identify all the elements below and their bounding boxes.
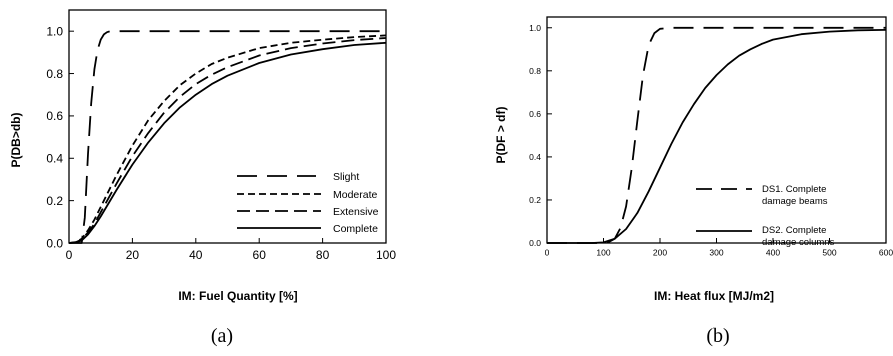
a-y-tick-label: 1.0: [46, 25, 63, 39]
b-x-tick-label: 300: [709, 248, 723, 258]
panel-label-a: (a): [211, 325, 233, 347]
a-series-line-0: [69, 30, 386, 244]
a-x-tick-label: 60: [253, 248, 267, 262]
a-series-line-2: [68, 37, 387, 244]
b-x-tick-label: 0: [545, 248, 550, 258]
a-y-tick-label: 0.6: [46, 109, 63, 123]
b-series-line-1: [547, 29, 887, 244]
legend-label-slight: Slight: [333, 171, 359, 183]
a-x-tick-label: 100: [376, 248, 396, 262]
b-y-tick-label: 1.0: [529, 23, 541, 33]
a-series-line-3: [68, 41, 387, 244]
b-x-tick-label: 500: [822, 248, 836, 258]
b-x-tick-label: 600: [879, 248, 893, 258]
x-axis-label-b: IM: Heat flux [MJ/m2]: [654, 289, 774, 303]
x-axis-label-a: IM: Fuel Quantity [%]: [178, 289, 297, 303]
a-series-line-1: [68, 34, 387, 244]
b-x-tick-label: 400: [766, 248, 780, 258]
b-y-tick-label: 0.2: [529, 195, 541, 205]
y-axis-label-b: P(DF > df): [494, 107, 508, 164]
a-x-tick-label: 80: [316, 248, 330, 262]
panel-a: (a) IM: Fuel Quantity [%] P(DB>db) 0 20 40…: [9, 9, 396, 347]
a-y-tick-label: 0.2: [46, 194, 63, 208]
b-y-tick-label: 0.0: [529, 238, 541, 248]
a-x-tick-label: 0: [66, 248, 73, 262]
legend-label-complete: Complete: [333, 223, 378, 235]
y-axis-label-a: P(DB>db): [9, 113, 23, 168]
b-plot-frame: [546, 16, 887, 244]
panel-label-b: (b): [706, 325, 729, 347]
legend-label-ds2-line2: damage columns: [762, 237, 835, 248]
b-series-line-0: [547, 26, 886, 244]
b-x-tick-label: 200: [653, 248, 667, 258]
legend-b: DS1. Complete damage beams DS2. Complete…: [696, 184, 835, 248]
legend-label-ds1-line1: DS1. Complete: [762, 184, 826, 195]
a-y-tick-label: 0.4: [46, 152, 63, 166]
a-x-tick-label: 20: [126, 248, 140, 262]
b-x-tick-label: 100: [596, 248, 610, 258]
legend-label-ds1-line2: damage beams: [762, 196, 828, 207]
b-y-tick-label: 0.6: [529, 109, 541, 119]
legend-a: Slight Moderate Extensive Complete: [237, 171, 379, 235]
legend-label-ds2-line1: DS2. Complete: [762, 225, 826, 236]
legend-label-moderate: Moderate: [333, 189, 378, 201]
a-plot-frame: [68, 9, 387, 244]
legend-label-extensive: Extensive: [333, 206, 379, 218]
a-y-tick-label: 0.8: [46, 67, 63, 81]
a-y-tick-label: 0.0: [46, 236, 63, 250]
panel-b: (b) IM: Heat flux [MJ/m2] P(DF > df) 0 10…: [494, 16, 893, 347]
b-y-tick-label: 0.8: [529, 66, 541, 76]
a-x-tick-label: 40: [189, 248, 203, 262]
b-y-tick-label: 0.4: [529, 152, 541, 162]
